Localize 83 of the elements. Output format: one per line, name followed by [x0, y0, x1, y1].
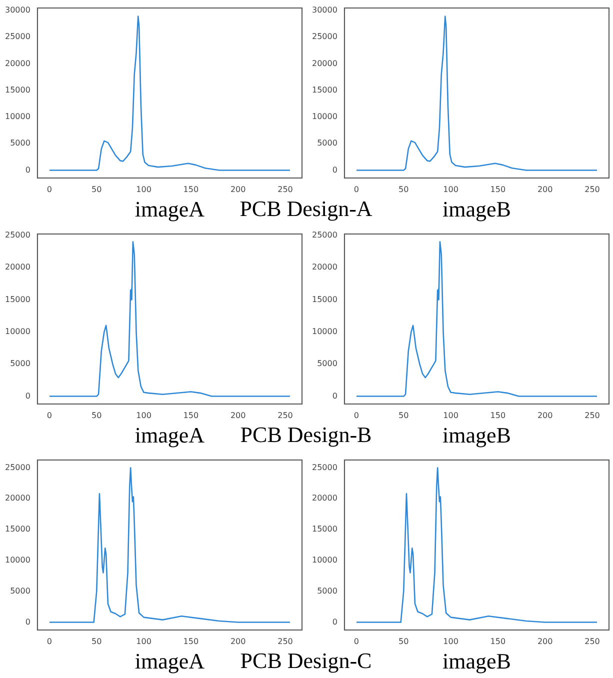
x-tick-label: 0 [46, 410, 52, 420]
x-tick-label: 200 [230, 636, 246, 646]
text: PCB Design-A [240, 196, 372, 222]
y-tick-label: 10000 [4, 112, 30, 122]
x-tick-label: 250 [584, 184, 600, 194]
x-tick-label: 250 [278, 184, 293, 194]
x-tick-label: 150 [490, 410, 506, 420]
x-tick-label: 200 [537, 410, 553, 420]
y-tick-label: 15000 [4, 294, 30, 304]
y-tick-label: 15000 [312, 85, 338, 94]
x-tick-label: 0 [46, 636, 52, 646]
y-tick-label: 20000 [312, 262, 338, 272]
x-tick-label: 250 [584, 636, 600, 646]
x-tick-label: 200 [537, 636, 553, 646]
x-tick-label: 100 [443, 636, 458, 646]
x-tick-label: 250 [278, 636, 293, 646]
y-tick-label: 5000 [10, 586, 30, 596]
x-tick-label: 50 [398, 410, 409, 420]
y-tick-label: 10000 [4, 326, 30, 336]
x-tick-label: 200 [537, 184, 553, 194]
y-tick-label: 25000 [4, 462, 30, 472]
y-tick-label: 15000 [312, 294, 338, 304]
x-axis-title: imageB [442, 196, 511, 222]
x-tick-label: 150 [490, 636, 506, 646]
x-tick-label: 100 [136, 410, 152, 420]
x-tick-label: 150 [183, 184, 199, 194]
y-tick-label: 25000 [4, 230, 30, 240]
y-tick-label: 0 [332, 617, 338, 626]
y-tick-label: 20000 [4, 494, 30, 503]
y-tick-label: 0 [332, 391, 338, 400]
y-tick-label: 5000 [10, 359, 30, 368]
x-tick-label: 150 [490, 184, 506, 194]
y-tick-label: 0 [25, 617, 30, 626]
x-tick-label: 250 [584, 410, 600, 420]
y-tick-label: 5000 [317, 586, 338, 596]
y-tick-label: 0 [332, 165, 338, 174]
x-tick-label: 150 [183, 410, 199, 420]
x-tick-label: 0 [46, 184, 52, 194]
y-tick-label: 20000 [312, 58, 338, 68]
x-tick-label: 50 [92, 410, 102, 420]
y-tick-label: 15000 [312, 524, 338, 534]
x-tick-label: 0 [354, 184, 360, 194]
y-tick-label: 0 [25, 165, 30, 174]
text: PCB Design-B [240, 422, 372, 448]
y-tick-label: 15000 [4, 524, 30, 534]
x-axis-title: imageA [134, 196, 205, 222]
y-tick-label: 25000 [4, 32, 30, 42]
y-tick-label: 25000 [312, 462, 338, 472]
y-tick-label: 5000 [10, 138, 30, 148]
y-tick-label: 10000 [312, 112, 338, 122]
x-tick-label: 50 [92, 184, 102, 194]
y-tick-label: 25000 [312, 230, 338, 240]
x-tick-label: 50 [398, 184, 409, 194]
y-tick-label: 15000 [4, 85, 30, 94]
x-axis-title: imageA [134, 648, 205, 674]
x-tick-label: 150 [183, 636, 199, 646]
y-tick-label: 10000 [312, 326, 338, 336]
x-tick-label: 100 [136, 184, 152, 194]
x-axis-title: imageA [134, 422, 205, 448]
x-tick-label: 200 [230, 184, 246, 194]
y-tick-label: 20000 [4, 262, 30, 272]
x-tick-label: 100 [443, 410, 458, 420]
x-tick-label: 100 [443, 184, 458, 194]
x-tick-label: 200 [230, 410, 246, 420]
x-tick-label: 50 [92, 636, 102, 646]
x-axis-title: imageB [442, 422, 511, 448]
x-tick-label: 250 [278, 410, 293, 420]
y-tick-label: 20000 [4, 58, 30, 68]
y-tick-label: 30000 [4, 5, 30, 14]
y-tick-label: 20000 [312, 494, 338, 503]
x-tick-label: 50 [398, 636, 409, 646]
text: PCB Design-C [240, 648, 372, 674]
y-tick-label: 5000 [317, 138, 338, 148]
y-tick-label: 5000 [317, 359, 338, 368]
x-axis-title: imageB [442, 648, 511, 674]
y-tick-label: 10000 [4, 556, 30, 565]
x-tick-label: 0 [354, 636, 360, 646]
y-tick-label: 25000 [312, 32, 338, 42]
y-tick-label: 10000 [312, 556, 338, 565]
x-tick-label: 0 [354, 410, 360, 420]
y-tick-label: 30000 [312, 5, 338, 14]
y-tick-label: 0 [25, 391, 30, 400]
x-tick-label: 100 [136, 636, 152, 646]
